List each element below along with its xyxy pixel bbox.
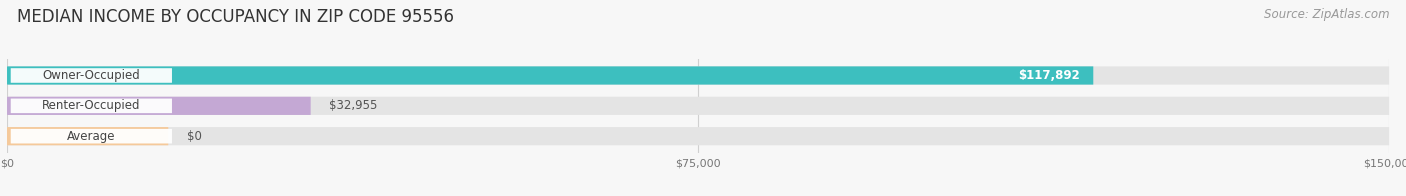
Text: $117,892: $117,892 [1018, 69, 1080, 82]
FancyBboxPatch shape [7, 97, 311, 115]
FancyBboxPatch shape [11, 99, 172, 113]
Text: $32,955: $32,955 [329, 99, 377, 112]
FancyBboxPatch shape [11, 129, 172, 143]
Text: Average: Average [67, 130, 115, 143]
FancyBboxPatch shape [11, 68, 172, 83]
Text: $0: $0 [187, 130, 201, 143]
Text: Renter-Occupied: Renter-Occupied [42, 99, 141, 112]
FancyBboxPatch shape [7, 66, 1094, 85]
Text: Owner-Occupied: Owner-Occupied [42, 69, 141, 82]
Text: MEDIAN INCOME BY OCCUPANCY IN ZIP CODE 95556: MEDIAN INCOME BY OCCUPANCY IN ZIP CODE 9… [17, 8, 454, 26]
Text: Source: ZipAtlas.com: Source: ZipAtlas.com [1264, 8, 1389, 21]
FancyBboxPatch shape [7, 66, 1389, 85]
FancyBboxPatch shape [7, 127, 169, 145]
FancyBboxPatch shape [7, 127, 1389, 145]
FancyBboxPatch shape [7, 97, 1389, 115]
